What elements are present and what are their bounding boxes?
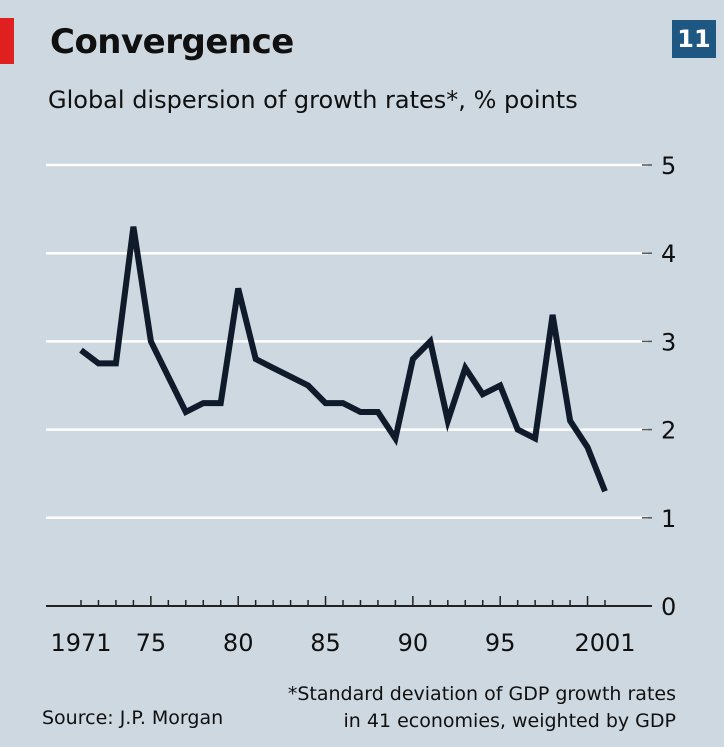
x-tick-label-1975: 75 — [136, 629, 167, 657]
chart-number-badge: 11 — [672, 20, 716, 58]
series-line-dispersion — [79, 226, 608, 493]
chart-subtitle: Global dispersion of growth rates*, % po… — [48, 86, 578, 114]
y-tick-label-4: 4 — [661, 240, 676, 268]
x-tick-label-1990: 90 — [398, 629, 429, 657]
x-tick-label-1980: 80 — [223, 629, 254, 657]
accent-tag — [0, 18, 14, 64]
y-tick-label-1: 1 — [661, 505, 676, 533]
footnote: *Standard deviation of GDP growth rates … — [216, 681, 676, 735]
y-tick-label-0: 0 — [661, 593, 676, 621]
y-tick-label-2: 2 — [661, 417, 676, 445]
footnote-line-2: in 41 economies, weighted by GDP — [343, 710, 676, 732]
x-tick-label-1985: 85 — [310, 629, 341, 657]
x-tick-label-2001: 2001 — [574, 629, 635, 657]
footnote-line-1: *Standard deviation of GDP growth rates — [287, 683, 676, 705]
chart-title: Convergence — [50, 22, 294, 62]
y-tick-label-5: 5 — [661, 152, 676, 180]
x-tick-label-1995: 95 — [485, 629, 516, 657]
x-tick-label-1971: 1971 — [50, 629, 111, 657]
y-tick-label-3: 3 — [661, 328, 676, 356]
source-note: Source: J.P. Morgan — [42, 707, 224, 729]
